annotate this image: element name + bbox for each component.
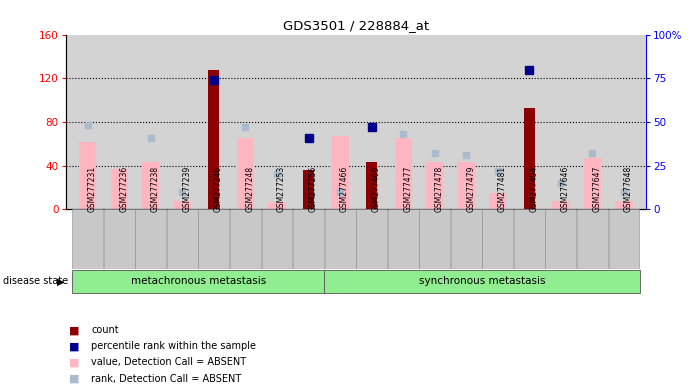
Text: GSM277238: GSM277238 bbox=[151, 166, 160, 212]
Bar bbox=[552, 200, 569, 209]
Bar bbox=[325, 209, 356, 269]
Bar bbox=[332, 136, 349, 209]
Bar bbox=[104, 209, 135, 269]
Bar bbox=[388, 209, 419, 269]
Bar bbox=[615, 200, 633, 209]
Text: GSM277647: GSM277647 bbox=[592, 165, 601, 212]
Bar bbox=[167, 209, 198, 269]
Bar bbox=[609, 209, 639, 269]
Text: GSM277478: GSM277478 bbox=[435, 166, 444, 212]
Bar bbox=[237, 138, 254, 209]
Bar bbox=[419, 209, 451, 269]
Text: rank, Detection Call = ABSENT: rank, Detection Call = ABSENT bbox=[91, 374, 241, 384]
Text: synchronous metastasis: synchronous metastasis bbox=[419, 276, 545, 286]
Text: GSM277231: GSM277231 bbox=[88, 166, 97, 212]
Bar bbox=[268, 202, 285, 209]
Bar bbox=[395, 138, 412, 209]
Text: ■: ■ bbox=[69, 374, 79, 384]
Bar bbox=[293, 209, 324, 269]
Text: GSM277477: GSM277477 bbox=[403, 165, 413, 212]
Bar bbox=[209, 70, 220, 209]
Bar bbox=[451, 209, 482, 269]
Bar bbox=[198, 209, 229, 269]
Bar bbox=[303, 170, 314, 209]
Text: GSM277648: GSM277648 bbox=[624, 166, 633, 212]
Text: percentile rank within the sample: percentile rank within the sample bbox=[91, 341, 256, 351]
Bar bbox=[577, 209, 608, 269]
Bar bbox=[173, 200, 191, 209]
Bar bbox=[261, 209, 292, 269]
Text: ■: ■ bbox=[69, 358, 79, 367]
Text: GSM277494: GSM277494 bbox=[529, 165, 538, 212]
Bar bbox=[426, 162, 444, 209]
Text: GSM277466: GSM277466 bbox=[340, 165, 349, 212]
Text: count: count bbox=[91, 325, 119, 335]
Bar bbox=[230, 209, 261, 269]
Bar bbox=[73, 209, 103, 269]
Bar bbox=[142, 162, 160, 209]
Text: ▶: ▶ bbox=[57, 276, 64, 286]
Bar bbox=[111, 169, 128, 209]
Title: GDS3501 / 228884_at: GDS3501 / 228884_at bbox=[283, 19, 429, 32]
Text: GSM277246: GSM277246 bbox=[214, 166, 223, 212]
Text: metachronous metastasis: metachronous metastasis bbox=[131, 276, 266, 286]
Text: ■: ■ bbox=[69, 341, 79, 351]
Text: GSM277236: GSM277236 bbox=[120, 166, 129, 212]
Bar bbox=[72, 270, 324, 293]
Text: GSM277248: GSM277248 bbox=[245, 166, 254, 212]
Bar bbox=[135, 209, 167, 269]
Bar bbox=[545, 209, 576, 269]
Text: GSM277239: GSM277239 bbox=[182, 166, 191, 212]
Bar bbox=[524, 108, 535, 209]
Bar bbox=[79, 142, 97, 209]
Bar bbox=[366, 162, 377, 209]
Text: ■: ■ bbox=[69, 325, 79, 335]
Bar bbox=[584, 158, 601, 209]
Bar bbox=[457, 162, 475, 209]
Text: GSM277481: GSM277481 bbox=[498, 166, 507, 212]
Bar bbox=[482, 209, 513, 269]
Bar bbox=[514, 209, 545, 269]
Bar bbox=[324, 270, 640, 293]
Text: GSM277479: GSM277479 bbox=[466, 165, 475, 212]
Text: GSM277256: GSM277256 bbox=[309, 166, 318, 212]
Text: GSM277469: GSM277469 bbox=[372, 165, 381, 212]
Bar bbox=[489, 193, 507, 209]
Text: GSM277253: GSM277253 bbox=[277, 166, 286, 212]
Text: value, Detection Call = ABSENT: value, Detection Call = ABSENT bbox=[91, 358, 246, 367]
Text: disease state: disease state bbox=[3, 276, 68, 286]
Bar bbox=[356, 209, 387, 269]
Text: GSM277646: GSM277646 bbox=[561, 165, 570, 212]
